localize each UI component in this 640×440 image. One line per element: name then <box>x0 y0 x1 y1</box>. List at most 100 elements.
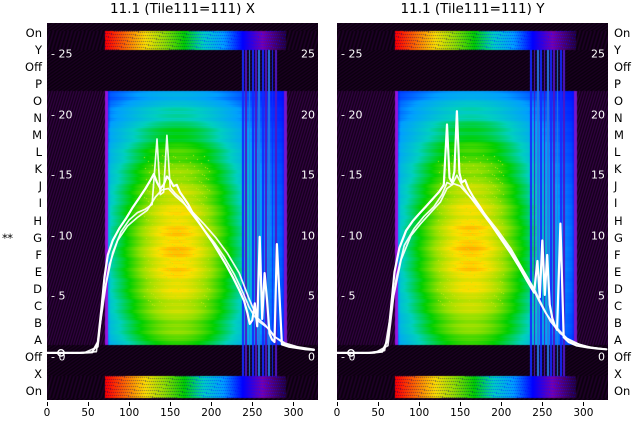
category-label: C <box>33 298 42 313</box>
y-tick-label-l: - 0 <box>341 350 356 363</box>
category-label: B <box>34 315 42 330</box>
category-label: D <box>33 281 42 296</box>
x-tick-label: 300 <box>283 407 304 419</box>
category-label: H <box>614 213 623 228</box>
y-tick-label-r: 20 <box>301 108 315 122</box>
category-axis-right: On Y Off P O N M L K J I H G F E D C B A Off X On <box>610 0 640 440</box>
category-label: K <box>614 162 622 177</box>
category-label: E <box>614 264 622 279</box>
category-label: L <box>614 145 621 160</box>
y-tick-label-r: 15 <box>591 168 605 182</box>
x-tick <box>129 402 131 406</box>
category-label: I <box>614 196 618 211</box>
x-axis: 0 50 100 150 200 250 300 <box>43 402 318 430</box>
category-label: F <box>614 247 621 262</box>
category-label: E <box>34 264 42 279</box>
category-label: K <box>34 162 42 177</box>
category-label: J <box>38 179 42 194</box>
category-label: On <box>25 26 42 40</box>
y-tick-label-l: - 0 <box>51 350 66 363</box>
overlay-curves <box>337 110 608 357</box>
x-tick-label: 150 <box>450 407 471 419</box>
x-tick-label: 100 <box>119 407 140 419</box>
x-tick-label: 0 <box>333 407 341 419</box>
y-tick-label-r: 0 <box>308 350 315 363</box>
y-tick-label-l: - 15 <box>51 168 73 182</box>
category-label: M <box>32 128 42 143</box>
y-tick-label-l: - 25 <box>341 47 363 61</box>
category-label: On <box>25 384 42 398</box>
category-label: X <box>34 366 42 381</box>
panel-title: 11.1 (Tile111=111) X <box>110 1 255 17</box>
x-tick <box>47 402 48 406</box>
plot-area[interactable]: - 0 0 - 5 5 - 10 10 - 15 15 - 20 20 - 25 25 <box>337 23 608 400</box>
category-axis-left: On Y Off P O N M L K J I H G ** F E D C B A Off X On <box>0 0 46 440</box>
y-tick-label-r: 10 <box>301 229 315 243</box>
x-tick-label: 0 <box>43 407 51 419</box>
x-tick <box>211 402 213 406</box>
x-tick-label: 200 <box>201 407 222 419</box>
category-label: L <box>35 145 42 160</box>
category-label: Y <box>614 43 622 58</box>
x-tick-label: 250 <box>532 407 553 419</box>
category-label: On <box>614 26 631 40</box>
y-tick-label-l: - 5 <box>51 289 66 303</box>
x-tick-label: 250 <box>242 407 263 419</box>
category-label: D <box>614 281 623 296</box>
category-label: Off <box>614 349 631 364</box>
overlay-curves <box>47 134 315 357</box>
x-tick <box>170 402 172 406</box>
category-label: On <box>614 384 631 398</box>
y-tick-label-r: 5 <box>598 289 605 303</box>
category-label: M <box>614 128 624 143</box>
x-tick <box>88 402 90 406</box>
y-tick-label-l: - 5 <box>341 289 356 303</box>
category-label: F <box>35 247 42 262</box>
y-tick-label-l: - 10 <box>51 229 73 243</box>
baseline-marker <box>347 348 355 357</box>
plot-area[interactable]: - 0 0 - 5 5 - 10 10 - 15 15 - 20 20 - 25 25 <box>47 23 318 400</box>
x-tick-label: 150 <box>160 407 181 419</box>
category-label: B <box>614 315 622 330</box>
x-tick-label: 50 <box>371 407 385 419</box>
x-tick <box>583 402 585 406</box>
category-label: G <box>33 230 42 245</box>
y-tick-label-l: - 20 <box>341 108 363 122</box>
y-tick-label-r: 25 <box>591 47 605 61</box>
category-label: P <box>614 77 621 92</box>
y-tick-label-r: 20 <box>591 108 605 122</box>
category-label: N <box>614 111 623 126</box>
highlight-marker: ** <box>2 230 13 245</box>
category-label: Y <box>34 43 42 58</box>
x-tick <box>293 402 295 406</box>
x-tick-label: 300 <box>573 407 594 419</box>
category-label: Off <box>614 60 631 75</box>
x-tick-label: 200 <box>491 407 512 419</box>
x-tick <box>460 402 462 406</box>
x-tick-label: 100 <box>409 407 430 419</box>
y-tick-label-r: 10 <box>591 229 605 243</box>
y-tick-label-r: 15 <box>301 168 315 182</box>
curve-overlay-curve-3 <box>47 187 315 354</box>
y-tick-label-l: - 15 <box>341 168 363 182</box>
x-tick <box>419 402 421 406</box>
x-tick-label: 50 <box>81 407 95 419</box>
category-label: P <box>35 77 42 92</box>
y-tick-label-l: - 10 <box>341 229 363 243</box>
curve-overlay-curve-3 <box>337 182 608 354</box>
x-tick <box>542 402 544 406</box>
category-label: H <box>33 213 42 228</box>
curve-overlay-curve-2 <box>337 174 608 354</box>
category-label: O <box>614 94 624 109</box>
baseline-marker <box>57 348 65 357</box>
category-label: O <box>32 94 42 109</box>
category-label: N <box>33 111 42 126</box>
category-label: C <box>614 298 623 313</box>
category-label: A <box>614 332 622 347</box>
category-label: X <box>614 366 622 381</box>
spectrogram-image <box>47 23 318 400</box>
x-tick <box>337 402 338 406</box>
